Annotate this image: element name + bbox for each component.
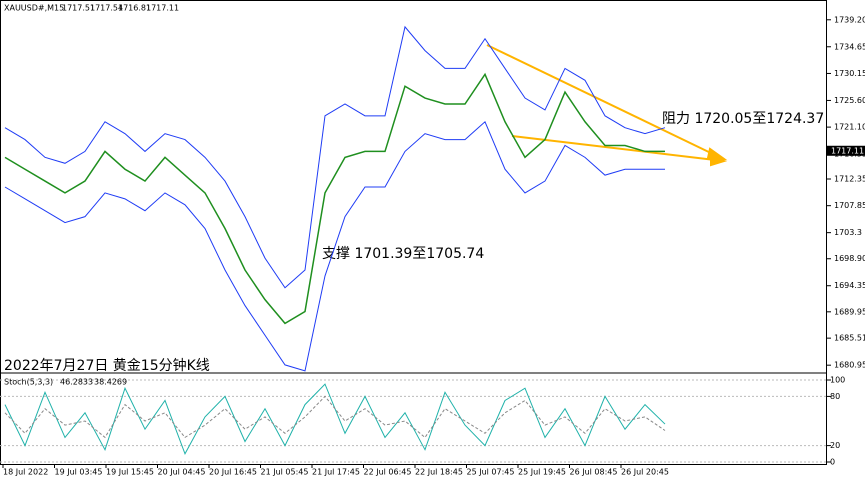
y-tick-label: 1721.10 xyxy=(834,123,865,132)
y-tick-label: 1680.95 xyxy=(834,361,865,370)
stoch-line xyxy=(4,395,666,439)
resistance-label: 阻力 1720.05至1724.37 xyxy=(662,111,824,127)
x-tick-label: 26 Jul 08:45 xyxy=(570,468,618,477)
y-tick-label: 1707.85 xyxy=(834,201,865,210)
y-tick-label: 1694.35 xyxy=(834,281,865,290)
y-tick-label: 100 xyxy=(830,376,845,385)
y-tick-label: 1689.95 xyxy=(834,307,865,316)
x-tick-label: 22 Jul 18:45 xyxy=(415,468,463,477)
y-tick-label: 1730.15 xyxy=(834,69,865,78)
arrow-head xyxy=(710,154,728,167)
y-tick-label: 1685.51 xyxy=(834,334,865,343)
price-line xyxy=(4,120,665,372)
x-tick-label: 22 Jul 06:45 xyxy=(364,468,412,477)
x-tick-label: 21 Jul 05:45 xyxy=(261,468,309,477)
x-tick-label: 25 Jul 07:45 xyxy=(467,468,515,477)
y-tick-label: 80 xyxy=(830,392,840,401)
y-tick-label: 1712.35 xyxy=(834,174,865,183)
y-tick-label: 1734.65 xyxy=(834,42,865,51)
x-tick-label: 26 Jul 20:45 xyxy=(621,468,669,477)
support-line xyxy=(511,135,716,161)
y-tick-label: 20 xyxy=(830,441,840,450)
x-tick-label: 21 Jul 17:45 xyxy=(312,468,360,477)
resistance-line xyxy=(486,44,716,156)
current-price-box xyxy=(827,145,865,156)
stoch-title: Stoch(5,3,3) xyxy=(4,378,53,387)
y-tick-label: 1725.60 xyxy=(834,96,865,105)
frame xyxy=(0,0,827,465)
trendlines xyxy=(486,44,728,167)
x-tick-label: 19 Jul 03:45 xyxy=(55,468,103,477)
y-tick-label: 0 xyxy=(830,458,835,467)
x-tick-label: 19 Jul 15:45 xyxy=(106,468,154,477)
stoch-signal-value: 38.4269 xyxy=(94,378,127,387)
support-label: 支撑 1701.39至1705.74 xyxy=(322,246,484,262)
x-tick-label: 18 Jul 2022 xyxy=(3,468,48,477)
y-tick-label: 1703.3 xyxy=(834,228,862,237)
ohlc-value: 1716.81 xyxy=(118,4,151,13)
current-price: 1717.11 xyxy=(831,146,864,155)
y-tick-label: 1698.90 xyxy=(834,254,865,263)
x-tick-label: 20 Jul 16:45 xyxy=(209,468,257,477)
ohlc-value: 1717.51 xyxy=(62,4,95,13)
symbol: XAUUSD#,M15 xyxy=(4,4,64,13)
price-line xyxy=(4,25,666,289)
price-line xyxy=(4,72,665,325)
x-tick-label: 25 Jul 19:45 xyxy=(518,468,566,477)
stoch-line xyxy=(4,383,666,456)
ohlc-value: 1717.54 xyxy=(90,4,123,13)
caption: 2022年7月27日 黄金15分钟K线 xyxy=(4,357,210,374)
y-tick-label: 1739.20 xyxy=(834,15,865,24)
stoch-main-value: 46.2833 xyxy=(60,378,93,387)
ohlc-value: 1717.11 xyxy=(146,4,179,13)
x-tick-label: 20 Jul 04:45 xyxy=(158,468,206,477)
